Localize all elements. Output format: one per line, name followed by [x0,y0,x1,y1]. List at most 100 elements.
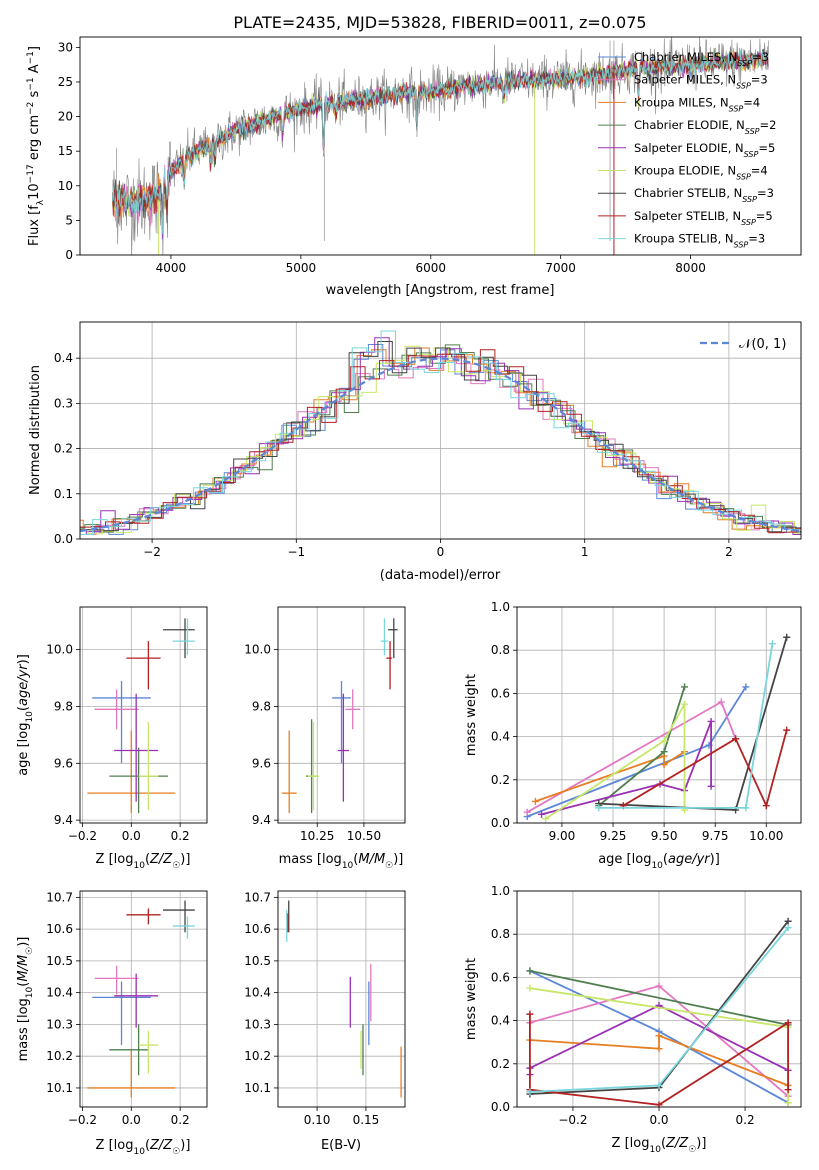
weight-marker [783,633,791,641]
x-tick-label: 10.00 [749,829,783,843]
weight-marker [784,917,792,925]
x-tick-label: 9.50 [651,829,678,843]
y-tick-label: 0.8 [491,927,510,941]
y-tick-label: 1.0 [491,600,510,614]
age-vs-mass-xlabel: mass [log10(M/M☉)] [279,852,404,871]
y-tick-label: 10 [58,179,73,193]
legend-label: Salpeter STELIB, NSSP=5 [634,209,773,227]
age_vs_mass-points [281,618,398,814]
axes-frame [79,321,802,540]
weight_vs_Z-axes: −0.2 0.0 0.2 0.0 0.2 0.4 0.6 0.8 1.0 [491,884,801,1127]
weight-marker [768,640,776,648]
y-tick-label: 10.4 [244,986,271,1000]
y-tick-label: 0.6 [491,686,510,700]
y-tick-label: 15 [58,144,73,158]
legend-label: Kroupa STELIB, NSSP=3 [634,232,765,250]
axes-frame [79,606,208,824]
x-tick-label: −1 [287,545,305,559]
weight-marker [784,1099,792,1107]
weight-line [545,700,686,820]
x-tick-label: 4000 [156,261,187,275]
x-tick-label: 10.25 [300,829,334,843]
y-tick-label: 10.0 [244,643,271,657]
legend-label: Kroupa MILES, NSSP=4 [634,95,760,113]
x-tick-label: −0.2 [68,1113,97,1127]
weight-marker [707,782,715,790]
weight-vs-Z-ylabel: mass weight [464,958,479,1040]
y-tick-label: 10.7 [244,890,271,904]
weight-marker [655,1032,663,1040]
weight-marker [531,797,539,805]
x-tick-label: 0.0 [649,1113,668,1127]
x-tick-label: 8000 [675,261,706,275]
y-tick-label: 0.4 [491,730,510,744]
y-tick-label: 10.6 [244,922,271,936]
weight-marker [526,1010,534,1018]
weight-marker [707,717,715,725]
weight-marker [655,1081,663,1089]
x-tick-label: 9.00 [549,829,576,843]
weight_vs_Z-series [526,917,792,1107]
weight-vs-age-ylabel: mass weight [464,674,479,756]
legend-label: Chabrier STELIB, NSSP=3 [634,186,774,204]
y-tick-label: 10.6 [46,922,73,936]
y-tick-label: 0.6 [491,970,510,984]
y-tick-label: 9.6 [252,756,271,770]
weight-marker [762,802,770,810]
legend-label: Salpeter MILES, NSSP=3 [634,73,768,91]
age-vs-Z-xlabel: Z [log10(Z/Z☉)] [96,852,191,871]
weight-line [529,1034,789,1087]
weight-marker [523,808,531,816]
mass_vs_Z-axes: −0.2 0.0 0.2 10.1 10.2 10.3 10.4 10.5 10.6 10.7 [46,890,207,1127]
weight-marker [742,804,750,812]
legend-label: Kroupa ELODIE, NSSP=4 [634,164,768,182]
y-tick-label: 10.5 [46,954,73,968]
residual-histogram [80,347,801,533]
weight_vs_age-series [523,633,791,823]
spectrum-models [112,48,769,255]
weight-marker [784,1019,792,1027]
axes-frame [277,606,406,824]
spectrum-legend: Chabrier MILES, NSSP=3 Salpeter MILES, NS… [598,50,776,249]
y-tick-label: 0.3 [54,396,73,410]
age-vs-Z-ylabel: age [log10(age/yr)] [16,654,35,776]
residual-histogram [80,341,801,533]
x-tick-label: 0.2 [171,829,190,843]
weight-line [535,750,685,803]
y-tick-label: 10.3 [244,1017,271,1031]
weight-marker [542,815,550,823]
x-tick-label: 5000 [286,261,317,275]
x-tick-label: 2 [725,545,733,559]
axes-frame [516,606,802,824]
age_vs_Z-axes: −0.2 0.0 0.2 9.4 9.6 9.8 10.0 [46,607,207,843]
weight-marker [660,761,668,769]
residuals-xlabel: (data-model)/error [380,568,501,583]
residual-histograms [80,330,801,535]
mass_vs_ebv-axes: 0.10 0.15 10.1 10.2 10.3 10.4 10.5 10.6 10.7 [244,890,405,1127]
spectrum-axes: 4000 5000 6000 7000 8000 0 5 10 15 20 25 30 [58,40,706,275]
x-tick-label: 0.15 [353,1113,380,1127]
mass_vs_Z-points [87,900,195,1098]
residual-histogram [80,330,801,535]
weight-marker [526,984,534,992]
y-tick-label: 10.1 [244,1081,271,1095]
x-tick-label: −0.2 [68,829,97,843]
x-tick-label: 10.50 [347,829,381,843]
spectrum-title: PLATE=2435, MJD=53828, FIBERID=0011, z=0… [233,13,646,32]
x-tick-label: 6000 [415,261,446,275]
axes-frame [516,890,802,1108]
y-tick-label: 0.4 [54,351,73,365]
weight-marker [784,1086,792,1094]
y-tick-label: 5 [65,213,73,227]
x-tick-label: −2 [143,545,161,559]
mass-vs-Z-xlabel: Z [log10(Z/Z☉)] [96,1138,191,1157]
x-tick-label: 0.2 [736,1113,755,1127]
weight-marker [595,804,603,812]
x-tick-label: 0.10 [304,1113,331,1127]
x-tick-label: 0.0 [122,1113,141,1127]
y-tick-label: 0.4 [491,1014,510,1028]
weight-marker [538,810,546,818]
x-tick-label: 7000 [545,261,576,275]
age_vs_mass-axes: 10.25 10.50 9.4 9.6 9.8 10.0 [244,607,405,843]
spectrum-xlabel: wavelength [Angstrom, rest frame] [326,283,555,298]
